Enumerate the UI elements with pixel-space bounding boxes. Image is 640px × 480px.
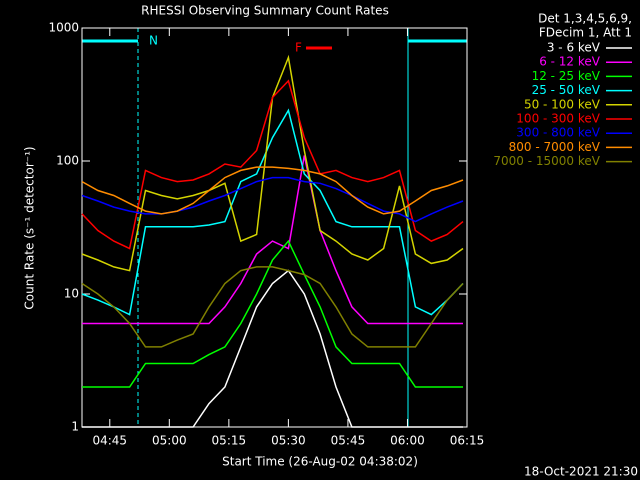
legend-label: 25 - 50 keV xyxy=(532,83,601,97)
series-line xyxy=(81,79,464,250)
series-line xyxy=(81,266,464,348)
x-tick-label: 05:45 xyxy=(331,434,366,448)
legend-label: 300 - 800 keV xyxy=(516,126,600,140)
y-tick-label: 100 xyxy=(56,154,79,168)
plot-frame xyxy=(81,27,468,428)
legend-header: FDecim 1, Att 1 xyxy=(539,26,632,40)
legend-label: 6 - 12 keV xyxy=(539,55,601,69)
series-line xyxy=(82,269,463,428)
flare-label: F xyxy=(295,41,302,55)
x-tick-label: 06:00 xyxy=(390,434,425,448)
x-tick-label: 05:30 xyxy=(271,434,306,448)
series-line xyxy=(82,239,463,388)
y-tick-label: 10 xyxy=(64,287,79,301)
y-axis-label: Count Rate (s⁻¹ detector⁻¹) xyxy=(23,146,37,309)
series-line xyxy=(81,54,464,272)
legend-label: 7000 - 15000 keV xyxy=(493,154,600,168)
x-tick-label: 06:15 xyxy=(450,434,485,448)
legend-label: 800 - 7000 keV xyxy=(509,140,601,154)
x-axis-label: Start Time (26-Aug-02 04:38:02) xyxy=(222,455,418,469)
series-line xyxy=(81,176,464,223)
legend-header: Det 1,3,4,5,6,9, xyxy=(538,12,632,26)
x-tick-label: 05:15 xyxy=(212,434,247,448)
series-line xyxy=(81,108,464,316)
x-tick-label: 05:00 xyxy=(152,434,187,448)
chart-title: RHESSI Observing Summary Count Rates xyxy=(141,4,389,18)
x-tick-label: 04:45 xyxy=(92,434,127,448)
timestamp: 18-Oct-2021 21:30 xyxy=(524,465,638,479)
legend-label: 100 - 300 keV xyxy=(516,112,600,126)
y-tick-label: 1000 xyxy=(48,21,79,35)
legend-label: 12 - 25 keV xyxy=(532,69,601,83)
y-tick-label: 1 xyxy=(71,420,79,434)
legend-label: 50 - 100 keV xyxy=(524,97,601,111)
series-line xyxy=(82,155,463,325)
night-label: N xyxy=(149,34,158,48)
series-line xyxy=(81,166,464,215)
legend-label: 3 - 6 keV xyxy=(547,41,601,55)
